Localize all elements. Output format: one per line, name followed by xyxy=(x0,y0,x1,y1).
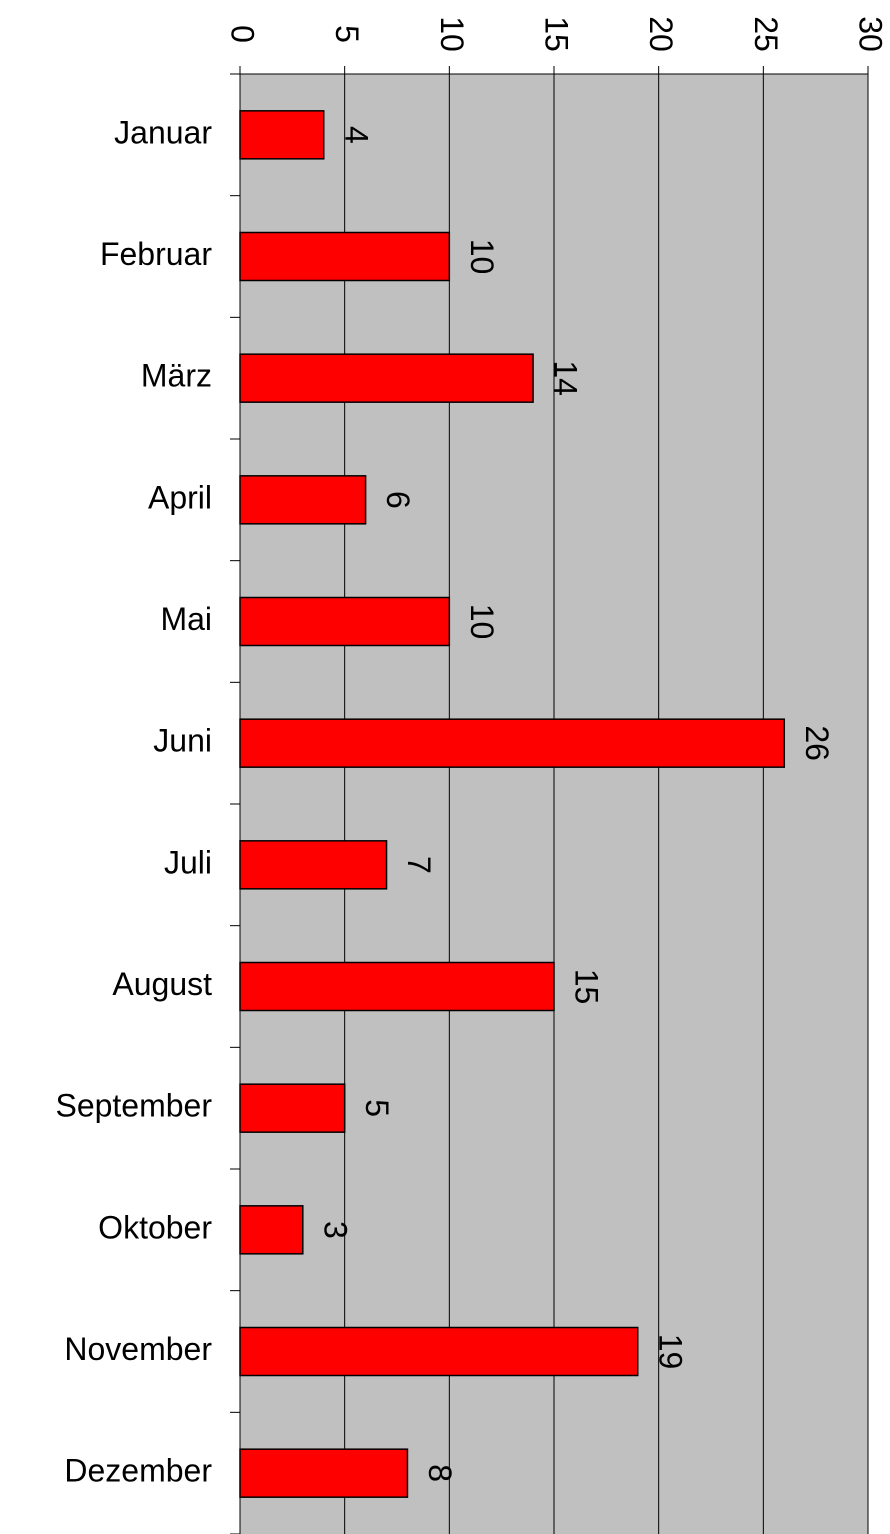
y-tick-label: Januar xyxy=(114,114,212,150)
y-tick-label: Mai xyxy=(160,601,212,637)
bar xyxy=(239,1326,639,1377)
y-tick-label: November xyxy=(64,1331,212,1367)
value-label: 10 xyxy=(464,604,500,640)
bar xyxy=(239,718,786,768)
bar xyxy=(239,1205,304,1255)
bar xyxy=(239,596,451,647)
value-label: 10 xyxy=(464,239,500,275)
bar xyxy=(239,1083,346,1133)
x-tick-label: 15 xyxy=(539,16,575,52)
value-label: 5 xyxy=(359,1099,395,1117)
bar xyxy=(239,840,388,890)
x-tick-label: 5 xyxy=(329,25,365,43)
y-tick-label: Juli xyxy=(164,844,212,880)
y-tick-label: Juni xyxy=(153,723,212,759)
bar xyxy=(239,475,367,525)
y-tick-label: März xyxy=(141,358,212,394)
x-tick-label: 20 xyxy=(643,16,679,52)
value-label: 8 xyxy=(422,1464,458,1482)
value-label: 15 xyxy=(569,969,605,1005)
x-tick-label: 10 xyxy=(434,16,470,52)
x-tick-label: 30 xyxy=(853,16,889,52)
value-label: 4 xyxy=(338,126,374,144)
value-label: 19 xyxy=(652,1334,688,1370)
bar xyxy=(239,231,451,282)
value-label: 14 xyxy=(548,360,584,396)
value-label: 7 xyxy=(401,856,437,874)
value-label: 26 xyxy=(799,725,835,761)
value-label: 3 xyxy=(317,1221,353,1239)
y-tick-label: August xyxy=(112,966,212,1002)
y-tick-label: September xyxy=(55,1088,212,1124)
y-tick-label: April xyxy=(148,479,212,515)
bar xyxy=(239,961,555,1012)
bar xyxy=(239,353,534,403)
value-label: 6 xyxy=(380,491,416,509)
y-tick-label: Dezember xyxy=(64,1453,212,1489)
x-tick-label: 0 xyxy=(225,25,261,43)
y-tick-label: Februar xyxy=(100,236,212,272)
bar xyxy=(239,1448,409,1498)
x-tick-label: 25 xyxy=(748,16,784,52)
y-tick-label: Oktober xyxy=(98,1209,212,1245)
bar xyxy=(239,110,325,160)
